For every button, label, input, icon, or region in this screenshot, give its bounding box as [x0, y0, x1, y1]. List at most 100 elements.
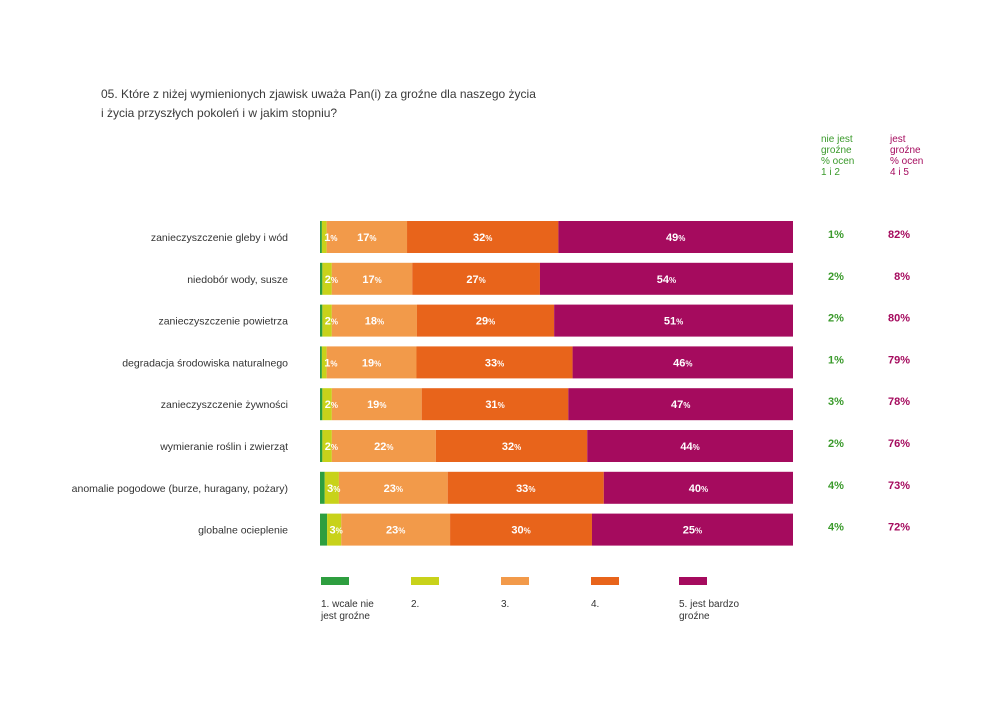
bar-segment	[324, 471, 339, 504]
summary-header-line: nie jest	[821, 134, 853, 145]
summary-dangerous-value: 73%	[888, 480, 910, 492]
data-label: 2%	[325, 441, 338, 453]
bar-segment	[320, 304, 323, 337]
summary-dangerous-value: 8%	[894, 271, 910, 283]
summary-not-dangerous-value: 4%	[828, 480, 844, 492]
data-label: 19%	[367, 399, 386, 411]
data-label: 46%	[673, 357, 692, 369]
data-label: 2%	[325, 274, 338, 286]
summary-dangerous-value: 79%	[888, 354, 910, 366]
bar-segment	[326, 346, 417, 379]
data-label: 2%	[325, 399, 338, 411]
data-label: 17%	[357, 232, 376, 244]
category-label: niedobór wody, susze	[187, 274, 288, 286]
bar-segment	[421, 388, 569, 421]
bar-segment	[321, 221, 327, 253]
category-label: zanieczyszczenie powietrza	[158, 316, 288, 328]
bar-segment	[331, 388, 422, 421]
chart-title-line-1: 05. Które z niżej wymienionych zjawisk u…	[101, 87, 536, 101]
summary-header-line: 4 i 5	[890, 167, 909, 178]
data-label: 30%	[511, 525, 530, 537]
legend-swatch	[501, 577, 529, 585]
bar-segment	[326, 221, 408, 253]
data-label: 3%	[327, 483, 340, 495]
chart-title: 05. Które z niżej wymienionych zjawisk u…	[101, 85, 601, 123]
category-label: degradacja środowiska naturalnego	[122, 357, 288, 369]
category-label: zanieczyszczenie gleby i wód	[151, 232, 288, 244]
bar-segment	[322, 388, 332, 421]
data-label: 31%	[485, 399, 504, 411]
data-label: 32%	[473, 232, 492, 244]
data-label: 22%	[374, 441, 393, 453]
data-label: 25%	[683, 525, 702, 537]
data-label: 33%	[516, 483, 535, 495]
bar-segment	[331, 262, 413, 295]
bar-segment	[568, 388, 793, 421]
bar-segment	[412, 262, 540, 295]
data-label: 54%	[657, 274, 676, 286]
bar-segment	[320, 471, 325, 504]
legend-label-line: 2.	[411, 599, 420, 610]
legend-label-line: 4.	[591, 599, 600, 610]
legend-label: 3.	[501, 599, 509, 611]
bar-segment	[603, 471, 793, 504]
bar-segment	[322, 262, 332, 295]
legend-label: 5. jest bardzo groźne	[679, 599, 739, 623]
summary-not-dangerous-value: 1%	[828, 229, 844, 241]
bar-segment	[321, 346, 327, 379]
summary-header-line: jest	[890, 134, 906, 145]
data-label: 47%	[671, 399, 690, 411]
summary-dangerous-value: 82%	[888, 229, 910, 241]
summary-not-dangerous-value: 1%	[828, 354, 844, 366]
category-label: globalne ocieplenie	[198, 525, 288, 537]
bar-segment	[331, 304, 417, 337]
data-label: 23%	[384, 483, 403, 495]
data-label: 44%	[680, 441, 699, 453]
bar-segment	[322, 430, 332, 462]
bar-segment	[338, 471, 448, 504]
summary-header-line: % ocen	[821, 156, 855, 167]
data-label: 33%	[485, 357, 504, 369]
bar-segment	[320, 388, 323, 421]
bar-segment	[320, 221, 322, 253]
summary-header-not-dangerous: nie jest groźne % ocen 1 i 2	[821, 134, 854, 178]
bar-segment	[587, 430, 793, 462]
bar-segment	[435, 430, 588, 462]
legend-swatch	[321, 577, 349, 585]
bar-segment	[341, 513, 451, 546]
legend-label-line: groźne	[679, 611, 710, 622]
bar-segment	[416, 304, 555, 337]
bar-segment	[322, 304, 332, 337]
bar-segment	[416, 346, 573, 379]
data-label: 23%	[386, 525, 405, 537]
bar-segment	[320, 262, 323, 295]
data-label: 18%	[365, 316, 384, 328]
bar-segment	[447, 471, 604, 504]
category-label: wymieranie roślin i zwierząt	[159, 441, 288, 453]
bar-segment	[320, 346, 322, 379]
bar-segment	[450, 513, 592, 546]
data-label: 17%	[362, 274, 381, 286]
data-label: 3%	[329, 525, 342, 537]
legend-label-line: 5. jest bardzo	[679, 599, 740, 610]
data-label: 27%	[466, 274, 485, 286]
summary-dangerous-value: 76%	[888, 438, 910, 450]
legend-label: 1. wcale nie jest groźne	[321, 599, 374, 623]
summary-header-dangerous: jest groźne % ocen 4 i 5	[890, 134, 923, 178]
summary-dangerous-value: 78%	[888, 396, 910, 408]
legend-label-line: 3.	[501, 599, 510, 610]
legend-label-line: 1. wcale nie	[321, 599, 374, 610]
bar-segment	[331, 430, 436, 462]
legend-swatch	[679, 577, 707, 585]
summary-header-line: groźne	[821, 145, 852, 156]
data-label: 19%	[362, 357, 381, 369]
summary-not-dangerous-value: 2%	[828, 271, 844, 283]
bar-segment	[572, 346, 793, 379]
bar-segment	[320, 430, 323, 462]
summary-dangerous-value: 72%	[888, 522, 910, 534]
chart-title-line-2: i życia przyszłych pokoleń i w jakim sto…	[101, 106, 338, 120]
data-label: 1%	[324, 357, 337, 369]
summary-header-line: % ocen	[890, 156, 924, 167]
data-label: 29%	[476, 316, 495, 328]
